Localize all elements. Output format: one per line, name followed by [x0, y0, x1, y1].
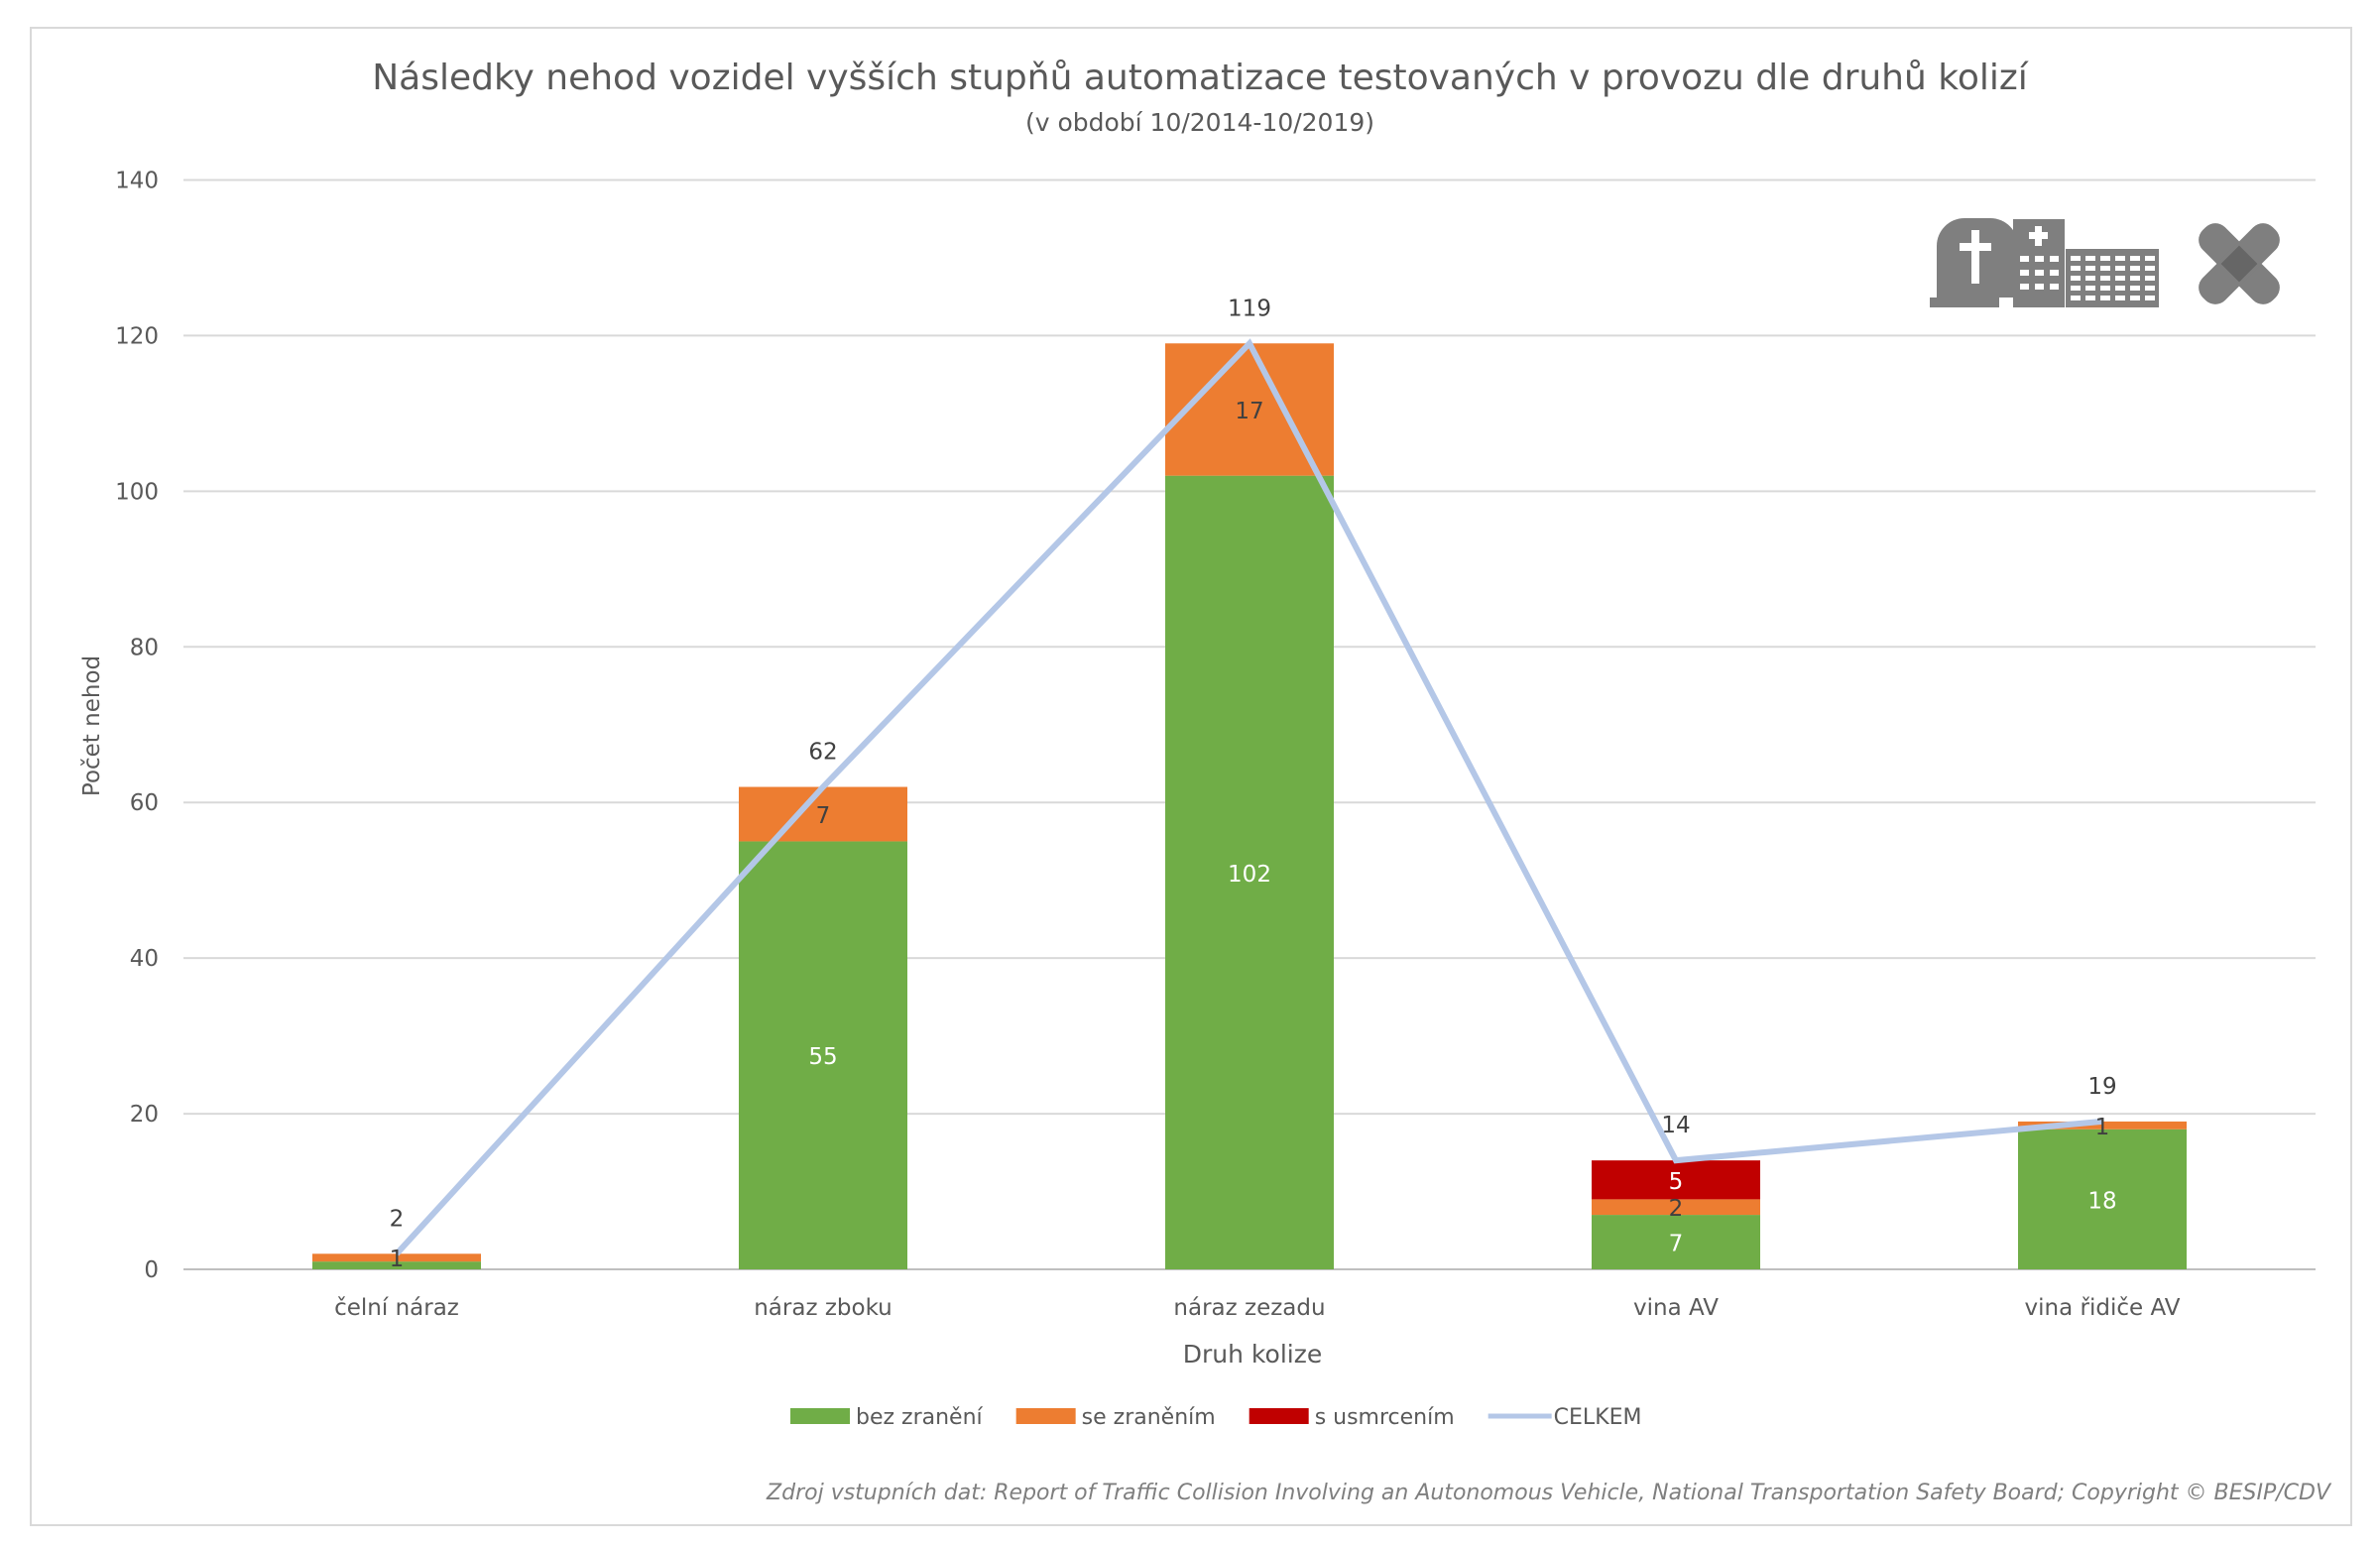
legend-item: bez zranění	[790, 1405, 984, 1430]
source-note: Zdroj vstupních dat: Report of Traffic C…	[766, 1481, 2332, 1505]
x-tick-label: náraz zezadu	[1173, 1295, 1325, 1321]
bar-data-label: 5	[1669, 1169, 1684, 1195]
total-data-label: 14	[1661, 1113, 1690, 1138]
legend-item: CELKEM	[1488, 1405, 1642, 1430]
legend-label: CELKEM	[1554, 1405, 1642, 1430]
legend-item: se zraněním	[1015, 1405, 1216, 1430]
y-tick-label: 80	[130, 635, 159, 660]
hospital-icon	[2013, 219, 2159, 307]
bandage-icon	[2199, 223, 2280, 304]
x-tick-label: náraz zboku	[754, 1295, 892, 1321]
bar-bez-zranění	[2018, 1129, 2187, 1269]
legend-swatch	[790, 1408, 850, 1424]
bar-data-label: 17	[1235, 399, 1263, 424]
total-data-label: 62	[808, 740, 837, 766]
bar-data-label: 1	[390, 1247, 405, 1272]
chart-subtitle: (v období 10/2014-10/2019)	[1025, 108, 1374, 137]
gravestone-icon	[1930, 218, 2018, 307]
bar-se-zraněním	[2018, 1121, 2187, 1130]
y-tick-label: 140	[115, 169, 159, 194]
legend-label: se zraněním	[1082, 1405, 1216, 1430]
x-tick-label: čelní náraz	[334, 1295, 459, 1321]
legend-swatch	[1015, 1408, 1076, 1424]
x-axis-label: Druh kolize	[1183, 1340, 1322, 1369]
bar-bez-zranění	[1592, 1215, 1760, 1269]
bar-data-label: 7	[816, 803, 831, 829]
legend: bez zranění se zraněním s usmrcením CELKEM	[790, 1405, 1642, 1430]
bar-se-zraněním	[739, 786, 907, 842]
x-tick-label: vina AV	[1633, 1295, 1719, 1321]
bar-data-label: 7	[1669, 1232, 1684, 1257]
y-tick-label: 40	[130, 946, 159, 972]
y-tick-label: 120	[115, 323, 159, 349]
total-data-label: 19	[2087, 1074, 2116, 1100]
bar-se-zraněním	[1592, 1199, 1760, 1216]
bar-se-zraněním	[312, 1253, 481, 1262]
bar-data-label: 18	[2087, 1188, 2116, 1214]
y-axis-label: Počet nehod	[79, 655, 105, 796]
legend-label: bez zranění	[856, 1405, 984, 1430]
x-tick-label: vina řidiče AV	[2025, 1295, 2181, 1321]
bar-bez-zranění	[312, 1261, 481, 1269]
total-data-label: 2	[390, 1206, 405, 1232]
bar-bez-zranění	[1165, 475, 1334, 1269]
bar-data-label: 1	[2095, 1115, 2110, 1140]
bar-bez-zranění	[739, 841, 907, 1269]
y-tick-label: 0	[144, 1257, 159, 1283]
y-tick-label: 60	[130, 790, 159, 816]
legend-swatch	[1249, 1408, 1309, 1424]
y-tick-label: 100	[115, 479, 159, 505]
line-celkem	[394, 338, 2103, 1256]
chart-title: Následky nehod vozidel vyšších stupňů au…	[372, 58, 2029, 98]
bar-s-usmrcením	[1592, 1160, 1760, 1200]
legend-item: s usmrcením	[1249, 1405, 1455, 1430]
bar-data-label: 102	[1228, 862, 1271, 888]
y-tick-label: 20	[130, 1102, 159, 1128]
legend-label: s usmrcením	[1315, 1405, 1455, 1430]
total-data-label: 119	[1228, 296, 1271, 321]
bar-data-label: 2	[1669, 1196, 1684, 1222]
bar-data-label: 55	[808, 1044, 837, 1070]
